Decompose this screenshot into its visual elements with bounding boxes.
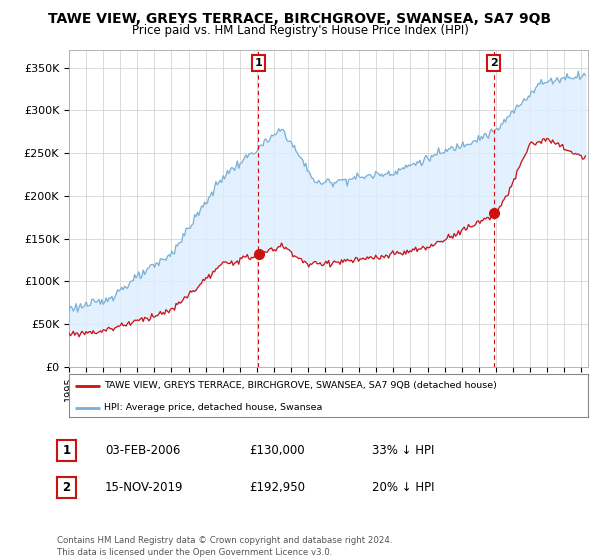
Text: HPI: Average price, detached house, Swansea: HPI: Average price, detached house, Swan…: [104, 403, 323, 412]
Text: 15-NOV-2019: 15-NOV-2019: [105, 480, 184, 494]
Text: 03-FEB-2006: 03-FEB-2006: [105, 444, 181, 457]
Text: 1: 1: [62, 444, 71, 458]
Text: 20% ↓ HPI: 20% ↓ HPI: [372, 480, 434, 494]
Text: 2: 2: [490, 58, 497, 68]
Text: £192,950: £192,950: [249, 480, 305, 494]
Text: Price paid vs. HM Land Registry's House Price Index (HPI): Price paid vs. HM Land Registry's House …: [131, 24, 469, 37]
Text: 1: 1: [254, 58, 262, 68]
Text: TAWE VIEW, GREYS TERRACE, BIRCHGROVE, SWANSEA, SA7 9QB (detached house): TAWE VIEW, GREYS TERRACE, BIRCHGROVE, SW…: [104, 381, 497, 390]
Text: TAWE VIEW, GREYS TERRACE, BIRCHGROVE, SWANSEA, SA7 9QB: TAWE VIEW, GREYS TERRACE, BIRCHGROVE, SW…: [49, 12, 551, 26]
Text: £130,000: £130,000: [249, 444, 305, 457]
Text: Contains HM Land Registry data © Crown copyright and database right 2024.
This d: Contains HM Land Registry data © Crown c…: [57, 536, 392, 557]
Text: 2: 2: [62, 481, 71, 494]
Text: 33% ↓ HPI: 33% ↓ HPI: [372, 444, 434, 457]
